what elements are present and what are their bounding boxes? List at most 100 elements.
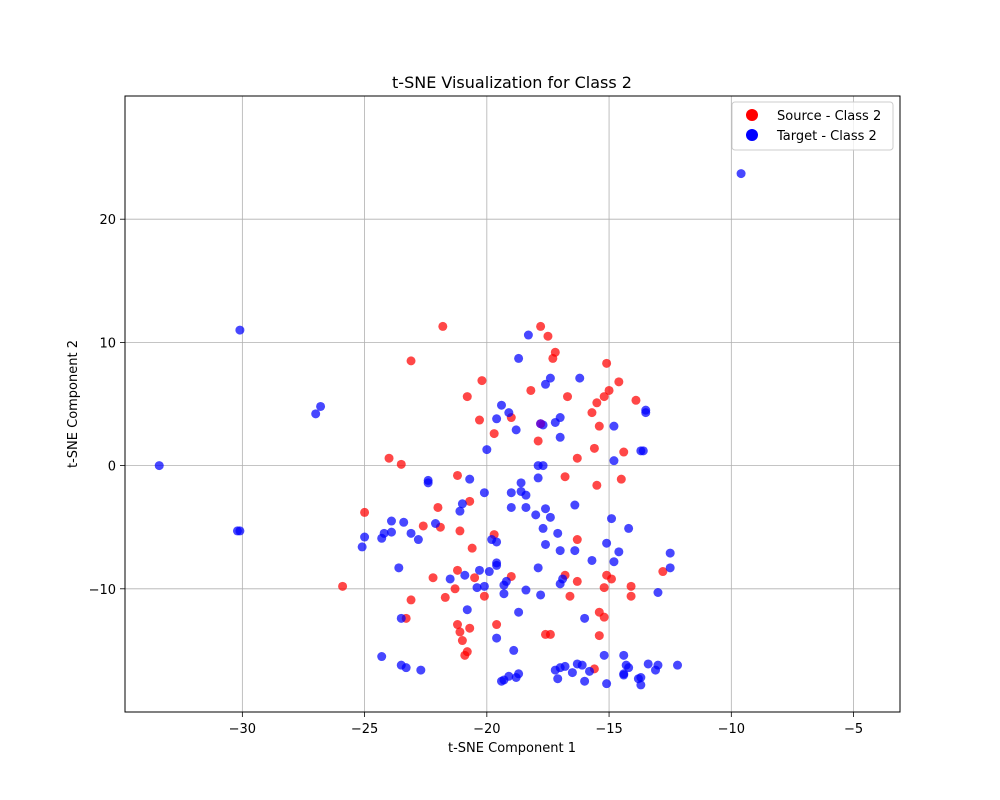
x-tick-label: −15 [595, 722, 622, 737]
target-point [511, 673, 521, 683]
y-tick-label: −10 [89, 583, 116, 598]
legend-marker-source [746, 109, 758, 121]
x-tick-label: −25 [351, 722, 378, 737]
target-point [545, 373, 555, 383]
overlap-point [536, 419, 546, 429]
plot-frame [124, 95, 901, 713]
target-point [570, 500, 580, 510]
target-point [665, 563, 675, 573]
data-points [154, 169, 746, 690]
target-point [619, 670, 629, 680]
source-point [631, 395, 641, 405]
target-point [555, 579, 565, 589]
target-point [553, 528, 563, 538]
source-point [626, 591, 636, 601]
target-point [154, 461, 164, 471]
target-point [536, 590, 546, 600]
target-point [533, 563, 543, 573]
legend-label-target: Target - Class 2 [776, 129, 877, 144]
y-tick-label: 20 [99, 213, 116, 228]
grid-lines [125, 96, 900, 712]
target-point [545, 512, 555, 522]
target-point [521, 585, 531, 595]
target-point [609, 456, 619, 466]
target-point [553, 674, 563, 684]
source-point [406, 356, 416, 366]
source-point [614, 377, 624, 387]
target-point [550, 417, 560, 427]
target-point [506, 502, 516, 512]
source-point [396, 459, 406, 469]
target-point [401, 663, 411, 673]
target-point [538, 461, 548, 471]
target-point [541, 539, 551, 549]
chart-title: t-SNE Visualization for Class 2 [392, 73, 632, 92]
target-point [499, 580, 509, 590]
x-tick-label: −30 [229, 722, 256, 737]
target-point [531, 510, 541, 520]
source-point [587, 408, 597, 418]
target-point [316, 401, 326, 411]
target-point [516, 478, 526, 488]
target-point [509, 645, 519, 655]
legend-box [731, 101, 894, 151]
source-point [452, 470, 462, 480]
source-point [592, 398, 602, 408]
source-point [440, 592, 450, 602]
source-point [592, 480, 602, 490]
target-point [492, 560, 502, 570]
target-point [482, 445, 492, 455]
target-point [523, 330, 533, 340]
source-point [455, 526, 465, 536]
target-point [538, 523, 548, 533]
target-point [406, 528, 416, 538]
source-point [602, 358, 612, 368]
target-point [514, 353, 524, 363]
source-point [406, 595, 416, 605]
target-point [492, 537, 502, 547]
source-point [438, 321, 448, 331]
target-point [602, 679, 612, 689]
target-point [624, 523, 634, 533]
source-point [599, 612, 609, 622]
target-point [541, 504, 551, 514]
target-point [599, 650, 609, 660]
source-point [572, 576, 582, 586]
target-point [575, 373, 585, 383]
target-point [479, 488, 489, 498]
target-point [555, 546, 565, 556]
x-tick-label: −5 [844, 722, 863, 737]
target-point [624, 663, 634, 673]
target-point [457, 499, 467, 509]
source-point [384, 453, 394, 463]
target-point [386, 527, 396, 537]
source-point [465, 496, 475, 506]
target-point [235, 325, 245, 335]
target-point [360, 532, 370, 542]
y-tick-label: 0 [108, 460, 116, 475]
target-point [619, 650, 629, 660]
x-tick-label: −10 [718, 722, 745, 737]
target-point [492, 633, 502, 643]
target-point [416, 665, 426, 675]
target-point [499, 675, 509, 685]
source-point [338, 581, 348, 591]
target-point [394, 563, 404, 573]
source-point [467, 543, 477, 553]
source-point [594, 421, 604, 431]
target-point [521, 502, 531, 512]
target-point [232, 526, 242, 536]
target-point [474, 565, 484, 575]
target-point [636, 680, 646, 690]
target-point [492, 414, 502, 424]
source-point [450, 584, 460, 594]
target-point [602, 538, 612, 548]
target-point [580, 613, 590, 623]
source-point [457, 636, 467, 646]
source-point [619, 447, 629, 457]
target-point [555, 432, 565, 442]
legend-label-source: Source - Class 2 [777, 109, 881, 124]
axis-ticks: −30 −25 −20 −15 −10 −5 −10 0 10 20 [89, 213, 864, 737]
source-point [452, 620, 462, 630]
